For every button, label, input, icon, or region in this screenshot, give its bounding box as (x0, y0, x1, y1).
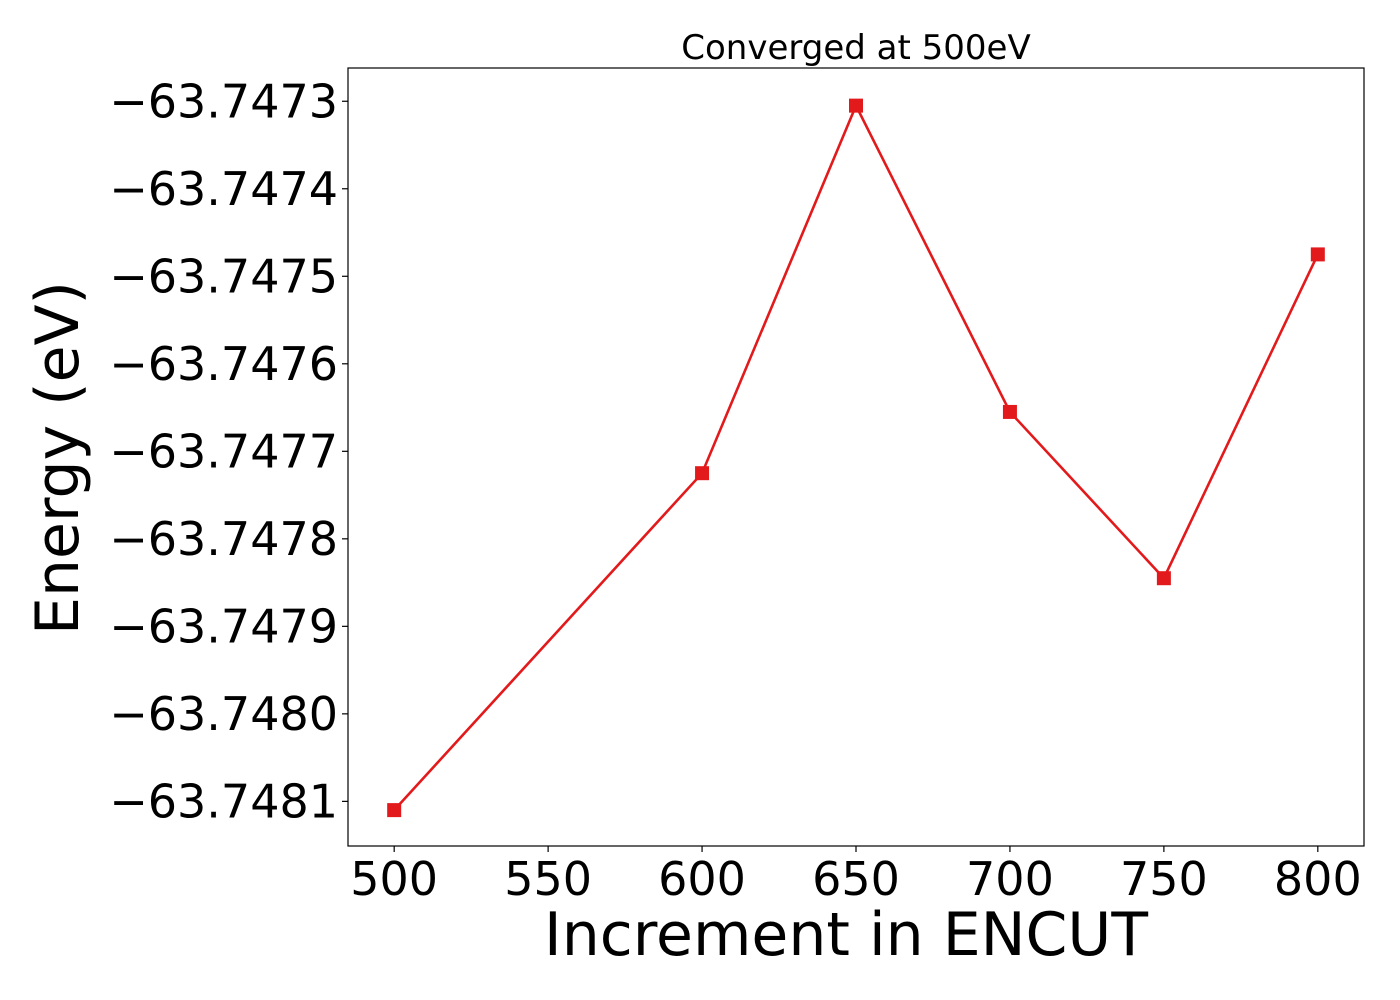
x-tick-label: 700 (966, 852, 1054, 906)
x-tick-label: 500 (350, 852, 438, 906)
y-tick-label: −63.7480 (109, 687, 338, 741)
x-tick-label: 550 (504, 852, 592, 906)
data-point-marker (1310, 247, 1325, 262)
series-energy (387, 98, 1325, 818)
data-point-marker (1002, 404, 1017, 419)
x-tick-label: 600 (658, 852, 746, 906)
x-axis: 500 550 600 650 700 750 800 (350, 846, 1362, 906)
x-axis-label: Increment in ENCUT (544, 900, 1148, 970)
y-tick-label: −63.7474 (109, 162, 338, 216)
y-tick-label: −63.7478 (109, 512, 338, 566)
y-tick-label: −63.7481 (109, 774, 338, 828)
y-tick-label: −63.7475 (109, 249, 338, 303)
y-tick-label: −63.7476 (109, 337, 338, 391)
plot-area-frame (347, 67, 1365, 847)
y-tick-label: −63.7473 (109, 74, 338, 128)
y-axis: −63.7473 −63.7474 −63.7475 −63.7476 −63.7477… (109, 74, 348, 828)
data-point-marker (695, 466, 710, 481)
data-point-marker (387, 803, 402, 818)
y-tick-label: −63.7479 (109, 599, 338, 653)
data-point-marker (849, 98, 863, 113)
chart-title: Converged at 500eV (681, 28, 1030, 68)
x-tick-label: 650 (812, 852, 900, 906)
x-tick-label: 800 (1274, 852, 1362, 906)
y-axis-label: Energy (eV) (23, 281, 93, 635)
series-line (393, 102, 1319, 811)
x-tick-label: 750 (1120, 852, 1208, 906)
data-point-marker (1156, 571, 1171, 586)
y-tick-label: −63.7477 (109, 424, 338, 478)
